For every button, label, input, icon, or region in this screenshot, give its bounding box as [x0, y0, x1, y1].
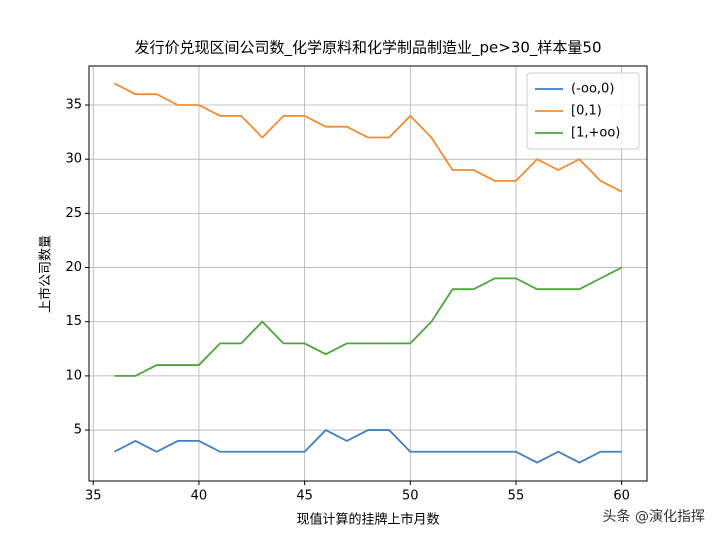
- legend-box: [526, 72, 640, 150]
- y-tick-label: 5: [74, 423, 82, 438]
- y-tick-label: 20: [65, 260, 82, 275]
- x-axis-label: 现值计算的挂牌上市月数: [296, 512, 439, 528]
- series-line: [113, 82, 623, 193]
- x-tick-label: 40: [191, 489, 208, 504]
- y-tick-label: 15: [65, 314, 82, 329]
- y-tick-label: 30: [65, 152, 82, 167]
- y-axis-label: 上市公司数量: [38, 235, 54, 313]
- x-tick-label: 55: [508, 489, 525, 504]
- legend-label: [1,+oo): [571, 126, 620, 141]
- y-tick-label: 10: [65, 368, 82, 383]
- plot-frame: [88, 65, 648, 482]
- x-tick-label: 60: [613, 489, 630, 504]
- series-line: [114, 266, 623, 377]
- legend-label: (-oo,0): [571, 82, 614, 97]
- x-tick-label: 50: [402, 489, 419, 504]
- legend-label: [0,1): [571, 104, 602, 119]
- y-tick-label: 35: [65, 98, 82, 113]
- x-tick-label: 45: [296, 489, 313, 504]
- watermark: 头条 @演化指挥: [603, 508, 705, 525]
- x-tick-label: 35: [85, 489, 102, 504]
- chart-title: 发行价兑现区间公司数_化学原料和化学制品制造业_pe>30_样本量50: [135, 39, 602, 58]
- series-line: [113, 428, 622, 464]
- y-tick-label: 25: [65, 206, 82, 221]
